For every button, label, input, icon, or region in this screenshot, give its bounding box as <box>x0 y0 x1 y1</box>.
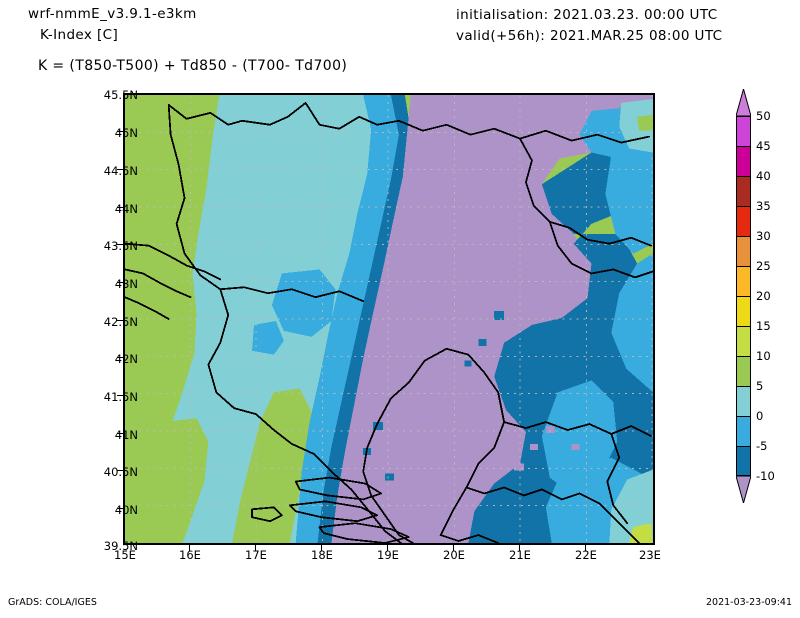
ytick-mark <box>117 395 123 396</box>
colorbar-under-arrow-icon <box>736 476 751 503</box>
colorbar-band <box>736 236 751 266</box>
ytick-mark <box>117 282 123 283</box>
valid-time: valid(+56h): 2021.MAR.25 08:00 UTC <box>456 28 723 44</box>
ytick-label: 39.5N <box>103 539 138 553</box>
xtick-label: 17E <box>245 548 267 562</box>
variable-title: K-Index [C] <box>40 27 119 43</box>
ytick-label: 43.5N <box>103 239 138 253</box>
xtick-label: 20E <box>443 548 465 562</box>
xtick-mark <box>189 545 190 551</box>
xtick-mark <box>519 545 520 551</box>
ytick-mark <box>117 244 123 245</box>
xtick-mark <box>255 545 256 551</box>
colorbar-tick-label: 10 <box>756 349 771 363</box>
formula-text: K = (T850-T500) + Td850 - (T700- Td700) <box>38 58 348 74</box>
colorbar[interactable] <box>736 89 751 503</box>
ytick-label: 42N <box>114 352 138 366</box>
ytick-label: 41N <box>114 428 138 442</box>
ytick-mark <box>117 169 123 170</box>
colorbar-tick-label: -5 <box>756 439 768 453</box>
xtick-mark <box>387 545 388 551</box>
ytick-mark <box>117 320 123 321</box>
xtick-label: 19E <box>377 548 399 562</box>
ytick-mark <box>117 433 123 434</box>
colorbar-tick-label: 40 <box>756 169 771 183</box>
initialisation-time: initialisation: 2021.03.23. 00:00 UTC <box>456 7 718 23</box>
k-index-field <box>125 95 653 543</box>
colorbar-band <box>736 146 751 176</box>
colorbar-band <box>736 176 751 206</box>
ytick-mark <box>117 508 123 509</box>
ytick-mark <box>117 207 123 208</box>
ytick-mark <box>117 131 123 132</box>
ytick-label: 45.5N <box>103 88 138 102</box>
colorbar-tick-label: 30 <box>756 229 771 243</box>
xtick-mark <box>585 545 586 551</box>
ytick-mark <box>117 470 123 471</box>
xtick-label: 15E <box>114 548 136 562</box>
ytick-label: 40.5N <box>103 465 138 479</box>
xtick-label: 21E <box>509 548 531 562</box>
colorbar-band <box>736 116 751 146</box>
ytick-label: 40N <box>114 503 138 517</box>
colorbar-tick-label: 0 <box>756 409 764 423</box>
colorbar-band <box>736 416 751 446</box>
colorbar-tick-label: -10 <box>756 469 775 483</box>
ytick-label: 44N <box>114 202 138 216</box>
colorbar-band <box>736 356 751 386</box>
xtick-label: 23E <box>639 548 661 562</box>
ytick-mark <box>117 357 123 358</box>
colorbar-tick-label: 50 <box>756 109 771 123</box>
footer-credit: GrADS: COLA/IGES <box>8 597 97 608</box>
colorbar-band <box>736 206 751 236</box>
map-plot-area[interactable] <box>123 93 655 545</box>
model-title: wrf-nmmE_v3.9.1-e3km <box>28 6 197 22</box>
colorbar-band <box>736 326 751 356</box>
colorbar-tick-label: 35 <box>756 199 771 213</box>
xtick-mark <box>321 545 322 551</box>
colorbar-tick-label: 25 <box>756 259 771 273</box>
colorbar-band <box>736 296 751 326</box>
colorbar-band <box>736 266 751 296</box>
ytick-label: 45N <box>114 126 138 140</box>
colorbar-band <box>736 446 751 476</box>
xtick-mark <box>453 545 454 551</box>
colorbar-over-arrow-icon <box>736 89 751 116</box>
colorbar-tick-label: 20 <box>756 289 771 303</box>
ytick-label: 43N <box>114 277 138 291</box>
footer-timestamp: 2021-03-23-09:41 <box>705 597 792 608</box>
colorbar-band <box>736 386 751 416</box>
colorbar-tick-label: 5 <box>756 379 764 393</box>
ytick-label: 41.5N <box>103 390 138 404</box>
xtick-label: 16E <box>179 548 201 562</box>
xtick-label: 22E <box>575 548 597 562</box>
ytick-label: 44.5N <box>103 164 138 178</box>
colorbar-tick-label: 15 <box>756 319 771 333</box>
xtick-label: 18E <box>311 548 333 562</box>
colorbar-tick-label: 45 <box>756 139 771 153</box>
ytick-label: 42.5N <box>103 315 138 329</box>
